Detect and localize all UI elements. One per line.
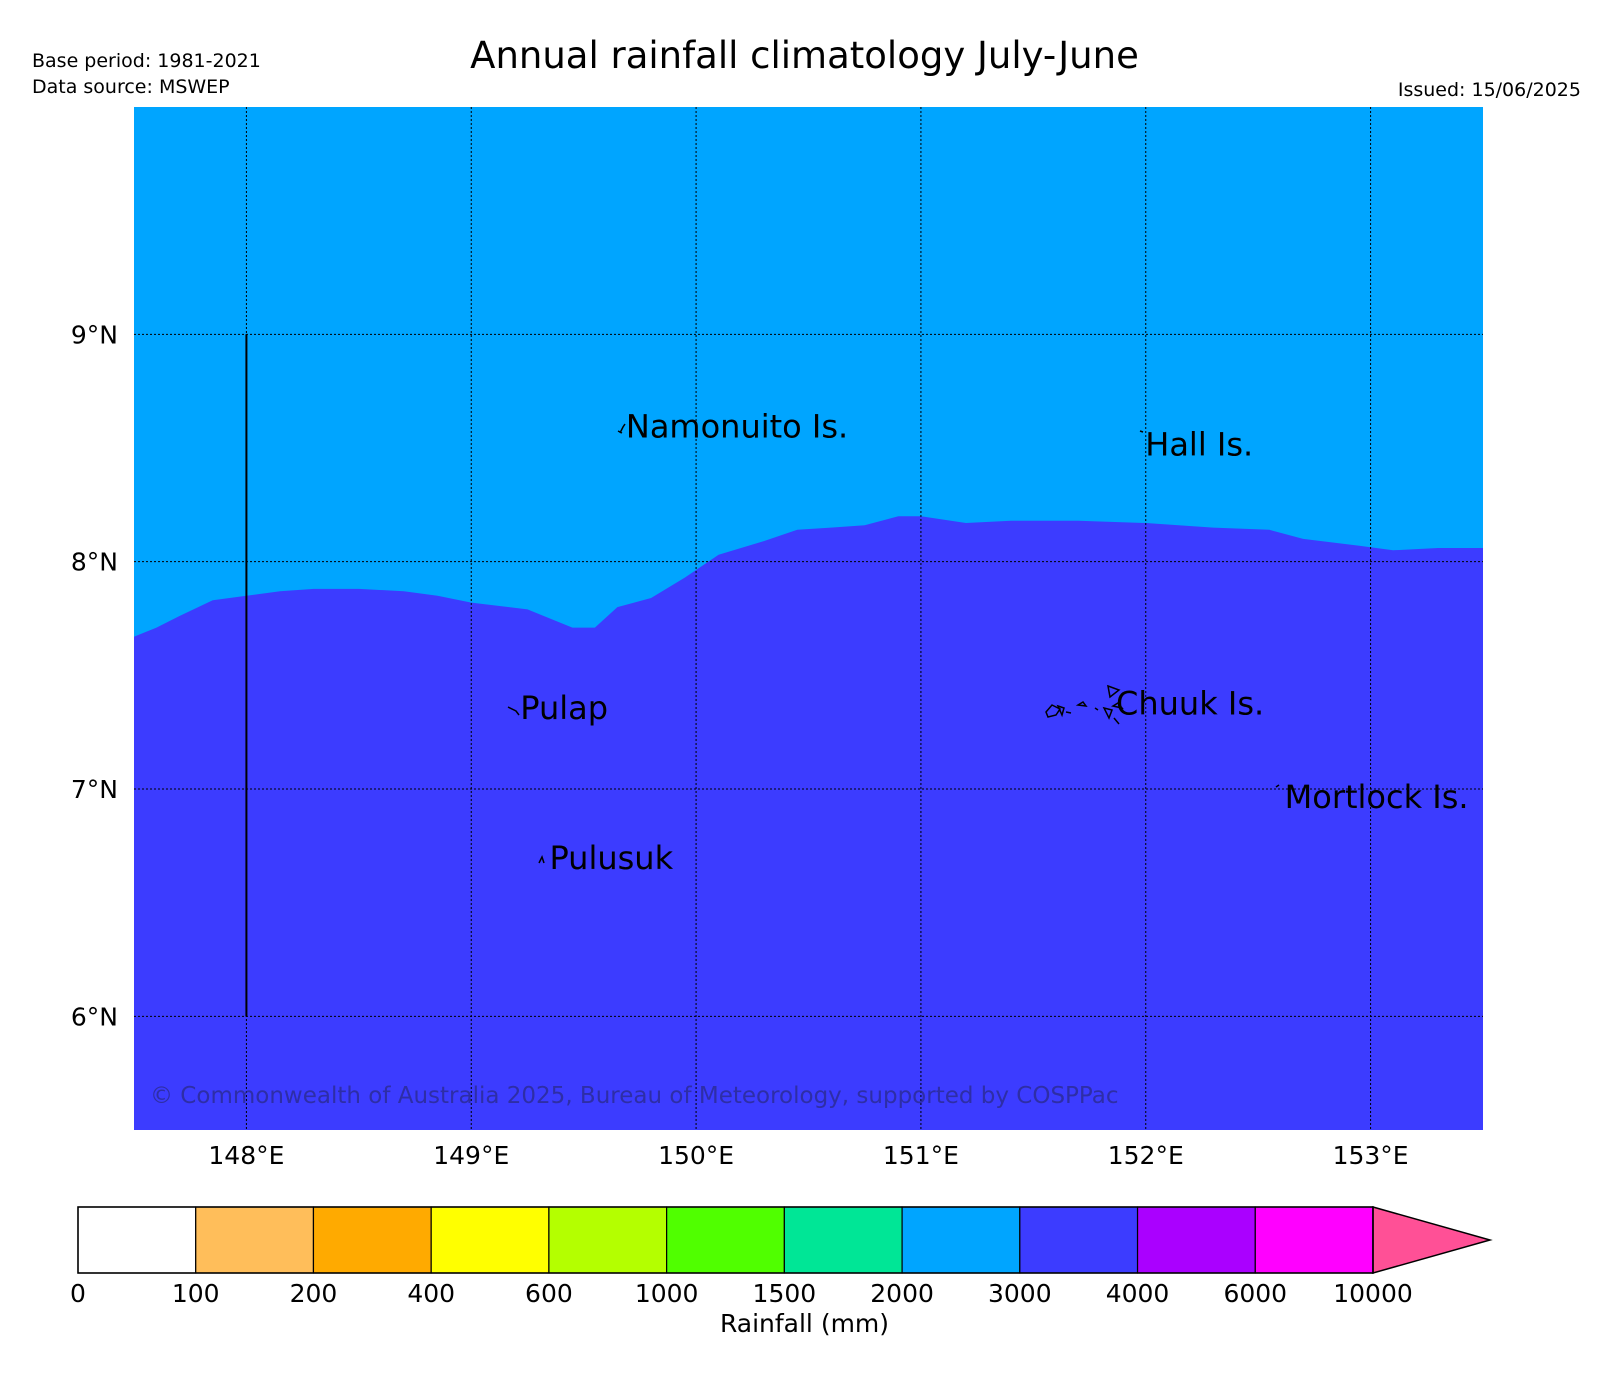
longitude-tick-label: 151°E [883, 1141, 959, 1170]
latitude-tick-label: 7°N [71, 775, 118, 804]
island-outlines [507, 423, 1280, 864]
base-period-text: Base period: 1981-2021 [32, 50, 261, 72]
data-source-text: Data source: MSWEP [32, 76, 230, 98]
colorbar-frame [77, 1206, 1374, 1274]
map-title: Annual rainfall climatology July-June [470, 34, 1139, 77]
colorbar-swatch [312, 1206, 432, 1274]
colorbar-tick-label: 3000 [988, 1279, 1052, 1308]
place-labels: Namonuito Is. Hall Is. Pulap Chuuk Is. Mortl… [520, 407, 1468, 877]
namonuito-atoll-outline [617, 423, 626, 434]
longitude-tick-label: 152°E [1108, 1141, 1184, 1170]
colorbar-swatch [666, 1206, 785, 1274]
map-area: Namonuito Is. Hall Is. Pulap Chuuk Is. Mortl… [134, 107, 1483, 1130]
place-label: Mortlock Is. [1285, 778, 1469, 816]
colorbar-extend-arrow [1372, 1206, 1493, 1274]
colorbar-tick-label: 4000 [1106, 1279, 1170, 1308]
longitude-tick-label: 148°E [208, 1141, 284, 1170]
colorbar-swatch [548, 1206, 668, 1274]
copyright-text: © Commonwealth of Australia 2025, Bureau… [150, 1083, 1119, 1109]
colorbar-swatch [901, 1206, 1021, 1274]
longitude-tick-label: 150°E [658, 1141, 734, 1170]
pulap-atoll-outline [507, 706, 520, 716]
colorbar-swatch [1136, 1206, 1256, 1274]
colorbar-swatch [1254, 1206, 1374, 1274]
colorbar-tick-label: 200 [290, 1279, 338, 1308]
colorbar-tick-label: 600 [525, 1279, 573, 1308]
place-label: Pulap [520, 689, 608, 727]
pulusuk-atoll-outline [538, 855, 545, 864]
south-rainfall-region [134, 516, 1483, 1130]
colorbar-label: Rainfall (mm) [720, 1309, 889, 1338]
colorbar-swatch [195, 1206, 315, 1274]
hall-atoll-outline [1139, 430, 1144, 433]
colorbar-swatch [77, 1206, 197, 1274]
colorbar-tick-label: 6000 [1223, 1279, 1287, 1308]
colorbar-tick-label: 1000 [635, 1279, 699, 1308]
place-label: Chuuk Is. [1116, 685, 1264, 723]
latitude-tick-label: 8°N [71, 548, 118, 577]
colorbar-swatch [430, 1206, 550, 1274]
longitude-tick-label: 149°E [433, 1141, 509, 1170]
mortlock-atoll-outline [1275, 784, 1280, 788]
longitude-tick-label: 153°E [1333, 1141, 1409, 1170]
axis-labels: 9°N 8°N 7°N 6°N 148°E 149°E 150°E 151°E 152°E 153… [71, 320, 1409, 1170]
colorbar-swatch [1019, 1206, 1139, 1274]
place-label: Namonuito Is. [626, 407, 848, 445]
colorbar-tick-label: 100 [172, 1279, 220, 1308]
latitude-tick-label: 9°N [71, 320, 118, 349]
colorbar-tick-label: 0 [70, 1279, 86, 1308]
colorbar: 0 100 200 400 600 1000 1500 2000 3000 4000 6000 100… [70, 1206, 1493, 1338]
latitude-tick-label: 6°N [71, 1002, 118, 1031]
colorbar-swatch [783, 1206, 903, 1274]
metadata-block: Base period: 1981-2021 Data source: MSWE… [32, 48, 261, 100]
issued-date-text: Issued: 15/06/2025 [1397, 79, 1581, 101]
place-label: Pulusuk [549, 839, 673, 877]
colorbar-tick-label: 1500 [753, 1279, 817, 1308]
chuuk-lagoon-outline [1045, 684, 1124, 725]
colorbar-tick-label: 400 [407, 1279, 455, 1308]
place-label: Hall Is. [1145, 425, 1253, 463]
colorbar-tick-label: 10000 [1333, 1279, 1413, 1308]
colorbar-tick-label: 2000 [870, 1279, 934, 1308]
